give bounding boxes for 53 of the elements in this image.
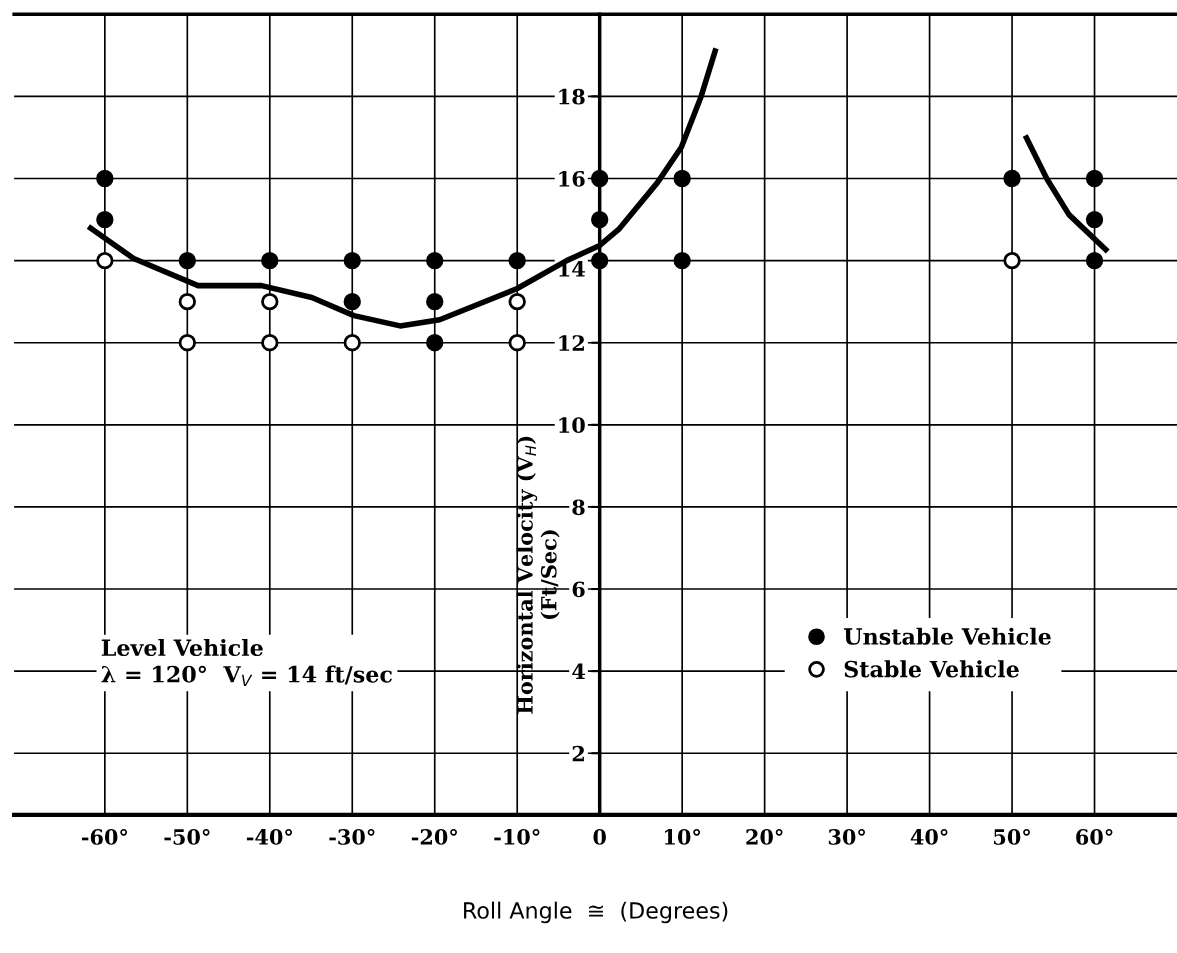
y-tick-label: 6 <box>572 581 585 598</box>
x-tick-label: 0 <box>593 829 606 845</box>
point <box>178 292 196 311</box>
point <box>673 251 691 270</box>
x-tick-label: -40° <box>246 828 292 845</box>
legend-label: Unstable Vehicle <box>843 627 1051 645</box>
point <box>96 251 114 270</box>
point <box>1003 251 1021 270</box>
point <box>591 169 609 188</box>
x-axis-title: Roll Angle ≅ (Degrees) <box>464 901 728 924</box>
point <box>591 251 609 270</box>
x-tick-label: 50° <box>994 828 1030 845</box>
point <box>508 334 526 352</box>
point <box>508 251 526 270</box>
y-tick-label: 4 <box>572 663 585 680</box>
y-tick-label: 18 <box>559 88 585 105</box>
y-tick-label: 8 <box>572 499 585 516</box>
point <box>96 169 114 188</box>
y-tick-label: 2 <box>572 745 584 762</box>
point <box>426 292 444 311</box>
point <box>591 210 609 229</box>
x-tick-label: 20° <box>746 828 783 845</box>
point <box>1085 251 1104 270</box>
point <box>96 210 114 229</box>
point <box>426 334 444 352</box>
point <box>178 334 196 352</box>
x-tick-label: -30° <box>329 828 375 845</box>
x-tick-label: -60° <box>81 828 128 845</box>
x-tick-label: -10° <box>494 828 540 845</box>
x-tick-label: 10° <box>665 828 701 845</box>
point <box>261 292 279 311</box>
point <box>343 251 361 270</box>
point <box>343 334 361 352</box>
point <box>1085 169 1104 188</box>
point <box>508 292 526 311</box>
point <box>673 169 691 188</box>
x-tick-label: -20° <box>411 828 457 845</box>
x-tick-label: 30° <box>828 828 865 845</box>
point <box>261 251 279 270</box>
point <box>1085 210 1104 229</box>
annotation: Level Vehicle λ = 120° V$_{V}$ = 14 ft/sec <box>101 638 392 686</box>
y-tick-label: 12 <box>559 335 584 351</box>
legend-label: Stable Vehicle <box>844 660 1019 678</box>
point <box>1003 169 1021 188</box>
point <box>343 292 361 311</box>
point <box>426 251 444 270</box>
point <box>261 334 279 352</box>
y-tick-label: 16 <box>559 170 585 187</box>
x-tick-label: 60° <box>1076 828 1113 845</box>
x-tick-label: -50° <box>164 828 210 845</box>
point <box>178 251 196 270</box>
y-tick-label: 10 <box>559 417 585 434</box>
x-tick-label: 40° <box>910 828 948 845</box>
